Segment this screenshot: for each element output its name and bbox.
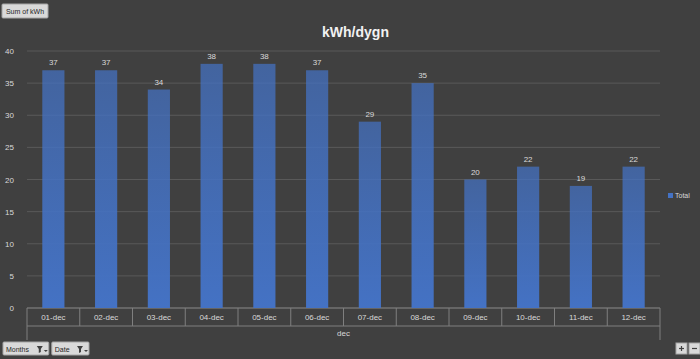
grid-line <box>27 275 660 276</box>
x-tick-label: 02-dec <box>94 313 118 322</box>
data-label: 38 <box>207 52 216 61</box>
grid-line <box>27 211 660 212</box>
x-tick-label: 10-dec <box>516 313 540 322</box>
x-tick-label: 08-dec <box>410 313 434 322</box>
x-tick-label: 03-dec <box>147 313 171 322</box>
data-labels: 37 37 34 38 38 37 29 35 20 22 19 22 <box>49 52 639 183</box>
x-tick-label: 05-dec <box>252 313 276 322</box>
y-tick-label: 10 <box>5 240 14 249</box>
data-label: 37 <box>102 58 111 67</box>
x-tick-label: 12-dec <box>621 313 645 322</box>
data-label: 19 <box>576 174 585 183</box>
y-tick-label: 25 <box>5 143 14 152</box>
data-label: 29 <box>365 110 374 119</box>
grid-line <box>27 83 660 84</box>
filter-icon <box>77 346 83 353</box>
data-label: 34 <box>154 78 163 87</box>
bar <box>201 64 223 308</box>
axis-field-label: Months <box>6 346 29 353</box>
data-label: 22 <box>629 155 638 164</box>
category-separator <box>449 308 450 326</box>
y-tick-label: 5 <box>10 272 15 281</box>
y-tick-label: 40 <box>5 47 14 56</box>
bars <box>42 64 644 308</box>
data-label: 38 <box>260 52 269 61</box>
axis-field-button[interactable] <box>3 342 49 355</box>
button-glyph <box>681 346 682 351</box>
grid-line <box>27 147 660 148</box>
y-tick-label: 35 <box>5 79 14 88</box>
category-separator <box>185 308 186 326</box>
data-label: 35 <box>418 71 427 80</box>
bar <box>253 64 275 308</box>
legend-label: Total <box>675 192 690 199</box>
grid-line <box>27 243 660 244</box>
data-label: 37 <box>313 58 322 67</box>
bar <box>42 70 64 308</box>
data-label: 22 <box>524 155 533 164</box>
category-separator <box>79 308 80 326</box>
bar <box>464 180 486 309</box>
button-glyph <box>692 348 697 349</box>
category-separator <box>27 308 28 340</box>
x-tick-label: 07-dec <box>358 313 382 322</box>
bar <box>412 83 434 308</box>
category-separator <box>501 308 502 326</box>
bar <box>148 90 170 308</box>
bar <box>623 167 645 308</box>
legend-swatch <box>668 193 673 198</box>
grid-line <box>27 179 660 180</box>
title: kWh/dygn <box>322 24 389 40</box>
x-tick-label: 01-dec <box>41 313 65 322</box>
category-separator <box>396 308 397 326</box>
dropdown-icon <box>44 350 48 352</box>
dropdown-icon <box>84 350 88 352</box>
bar <box>95 70 117 308</box>
x-tick-label: 06-dec <box>305 313 329 322</box>
value-field-label: Sum of kWh <box>6 8 44 15</box>
x-tick-label: 04-dec <box>199 313 223 322</box>
chart-root: kWh/dygn 0 5 10 15 20 25 30 35 40 01-dec 02-dec 03-d… <box>0 0 700 359</box>
expand-button[interactable] <box>676 343 687 354</box>
bar <box>359 122 381 308</box>
x-tick-label: 09-dec <box>463 313 487 322</box>
x-group-label: dec <box>337 329 350 338</box>
y-tick-label: 30 <box>5 111 14 120</box>
y-tick-label: 0 <box>10 304 15 313</box>
value-field-button[interactable] <box>2 4 48 18</box>
grid-line <box>27 115 660 116</box>
group-separator <box>27 326 660 327</box>
x-tick-label: 11-dec <box>569 313 593 322</box>
category-separator <box>132 308 133 326</box>
bar <box>517 167 539 308</box>
data-label: 20 <box>471 168 480 177</box>
bar <box>306 70 328 308</box>
data-label: 37 <box>49 58 58 67</box>
category-separator <box>554 308 555 326</box>
y-tick-label: 20 <box>5 176 14 185</box>
category-separator <box>343 308 344 326</box>
category-separator <box>607 308 608 326</box>
y-tick-label: 15 <box>5 208 14 217</box>
background <box>0 0 700 359</box>
category-separator <box>660 308 661 340</box>
axis-field-label: Date <box>55 346 70 353</box>
category-separator <box>290 308 291 326</box>
category-separator <box>238 308 239 326</box>
collapse-button[interactable] <box>689 343 700 354</box>
axis-field-button[interactable] <box>52 342 89 355</box>
bar <box>570 186 592 308</box>
filter-icon <box>37 346 43 353</box>
grid-line <box>27 51 660 52</box>
